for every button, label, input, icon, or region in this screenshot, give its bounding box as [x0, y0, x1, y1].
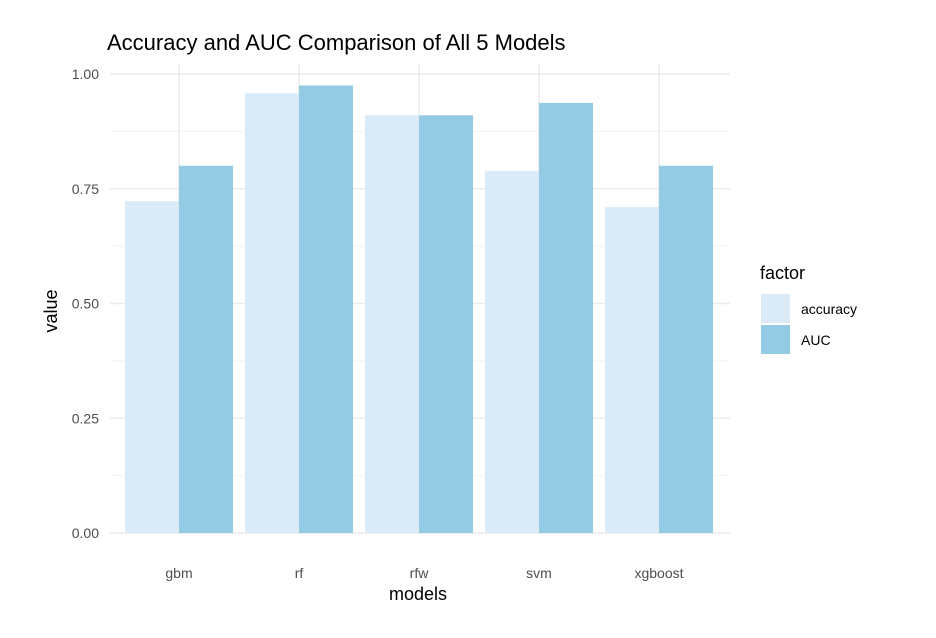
- y-tick-label: 0.50: [72, 296, 99, 312]
- x-tick-label-gbm: gbm: [165, 565, 192, 581]
- legend-key-AUC: [761, 325, 790, 354]
- y-tick-label: 0.75: [72, 181, 99, 197]
- bar-AUC-gbm: [179, 165, 233, 534]
- bar-accuracy-rf: [245, 93, 299, 533]
- legend-label-accuracy: accuracy: [801, 301, 857, 317]
- legend-key-accuracy: [761, 294, 790, 323]
- x-tick-label-xgboost: xgboost: [634, 565, 683, 581]
- bar-accuracy-xgboost: [605, 207, 659, 534]
- x-axis-title: models: [389, 584, 447, 604]
- y-tick-label: 0.00: [72, 525, 99, 541]
- y-tick-labels: 0.00 0.25 0.50 0.75 1.00: [72, 66, 99, 541]
- x-tick-label-rfw: rfw: [410, 565, 430, 581]
- legend-title: factor: [760, 263, 805, 283]
- x-tick-label-svm: svm: [526, 565, 552, 581]
- legend-items: accuracy AUC: [761, 294, 857, 354]
- bar-AUC-rf: [299, 85, 353, 533]
- bar-AUC-xgboost: [659, 165, 713, 534]
- y-axis-title: value: [41, 289, 61, 332]
- x-tick-labels: gbm rf rfw svm xgboost: [165, 565, 683, 581]
- bar-AUC-rfw: [419, 115, 473, 533]
- x-tick-label-rf: rf: [295, 565, 304, 581]
- chart-title: Accuracy and AUC Comparison of All 5 Mod…: [107, 30, 566, 55]
- y-tick-label: 1.00: [72, 66, 99, 82]
- legend: factor accuracy AUC: [760, 263, 857, 354]
- bar-AUC-svm: [539, 102, 593, 534]
- bar-accuracy-rfw: [365, 115, 419, 533]
- legend-label-AUC: AUC: [801, 332, 831, 348]
- bars: [125, 85, 713, 534]
- y-tick-label: 0.25: [72, 410, 99, 426]
- bar-accuracy-gbm: [125, 201, 179, 533]
- bar-accuracy-svm: [485, 170, 539, 533]
